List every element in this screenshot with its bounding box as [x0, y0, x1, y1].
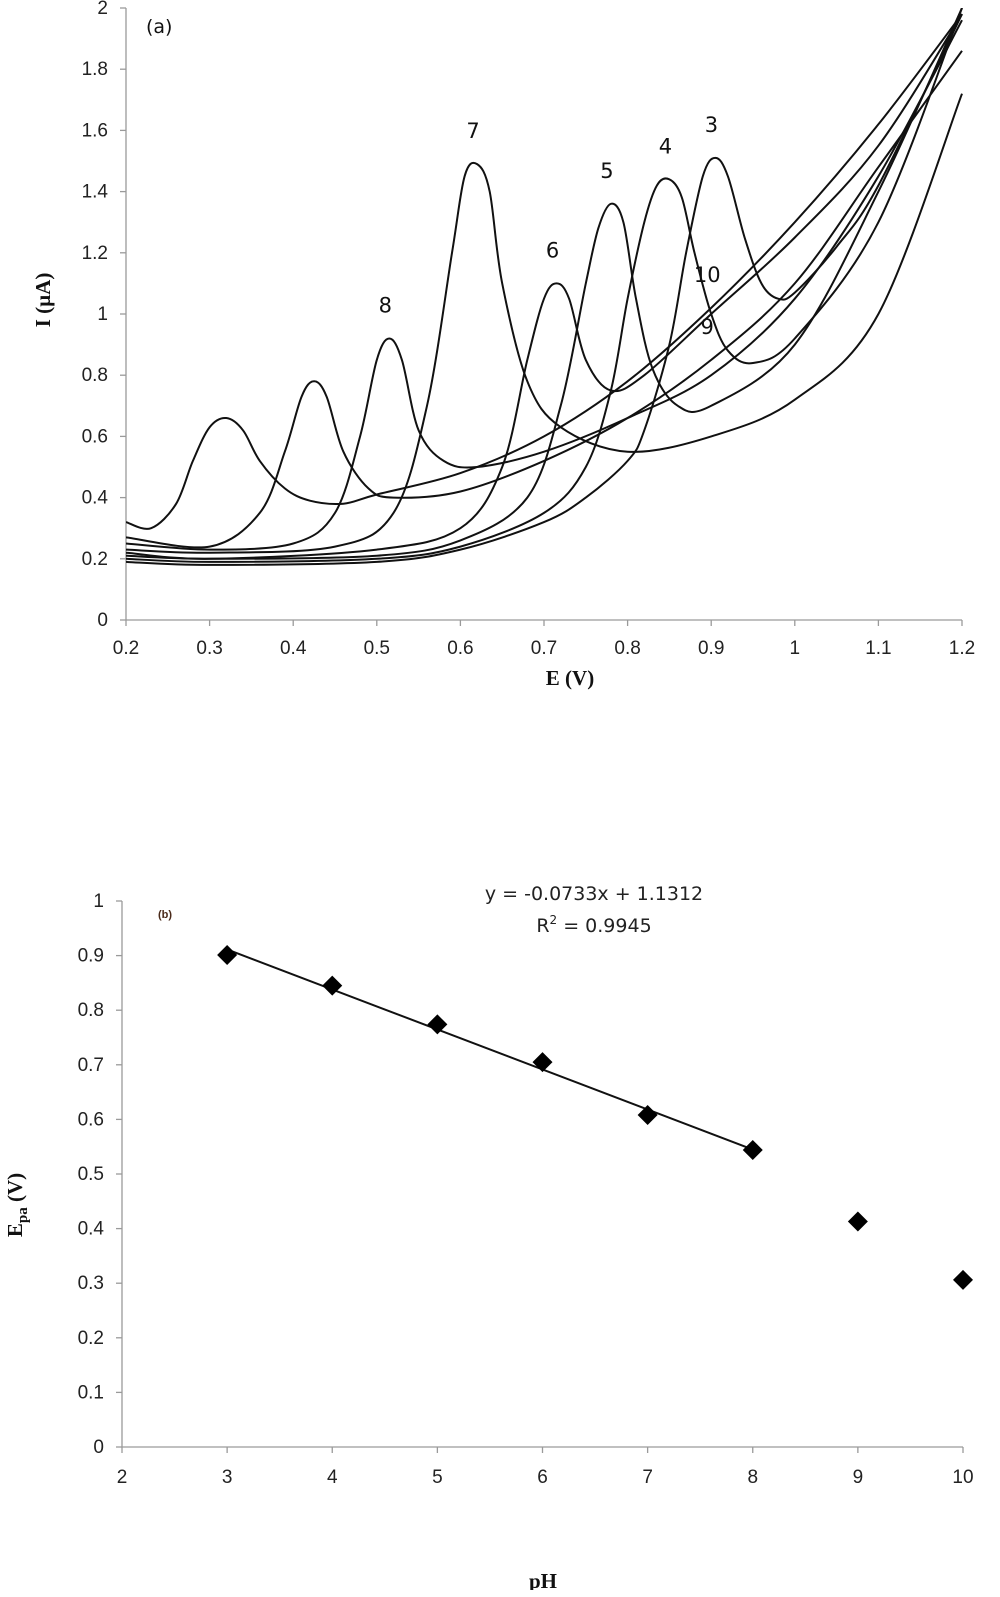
chart-b-point: [427, 1014, 448, 1035]
chart-b-points: [217, 945, 973, 1290]
chart-b-r-squared-prefix: R: [536, 915, 549, 937]
y-tick-label: 0.6: [78, 1109, 104, 1130]
chart-b-point: [637, 1105, 658, 1126]
y-tick-label: 1.4: [82, 182, 109, 203]
y-tick-label: 0.6: [82, 426, 108, 447]
chart-b-trendline: [226, 948, 754, 1151]
chart-b-point: [532, 1052, 553, 1073]
chart-b-y-axis-title-main: E: [3, 1223, 27, 1237]
chart-b-x-axis-title: pH: [529, 1569, 557, 1590]
series-3-curve: [126, 13, 963, 566]
x-tick-label: 10: [952, 1467, 973, 1488]
x-tick-label: 0.4: [280, 638, 307, 659]
x-tick-label: 0.6: [447, 638, 473, 659]
series-10-curve: [126, 13, 963, 530]
y-tick-label: 0.9: [78, 946, 104, 967]
chart-b-y-axis-title: Epa (V): [3, 1173, 31, 1237]
y-tick-label: 0.1: [78, 1382, 104, 1403]
series-10-label: 10: [694, 263, 721, 287]
chart-b-point: [217, 945, 238, 966]
y-tick-label: 1.2: [82, 243, 108, 264]
y-tick-label: 0.3: [78, 1273, 104, 1294]
y-tick-label: 0.2: [78, 1328, 104, 1349]
series-8-curve: [126, 19, 963, 551]
x-tick-label: 6: [537, 1467, 548, 1488]
chart-b-y-axis-title-unit: (V): [3, 1173, 27, 1207]
chart-b-panel-label: (b): [158, 909, 172, 921]
y-tick-label: 0.5: [78, 1164, 104, 1185]
chart-b-r-squared-sup: 2: [550, 913, 558, 927]
y-tick-label: 1.8: [82, 59, 108, 80]
x-tick-label: 3: [222, 1467, 233, 1488]
x-tick-label: 0.3: [196, 638, 222, 659]
x-tick-label: 2: [117, 1467, 128, 1488]
y-tick-label: 0.2: [82, 549, 108, 570]
x-tick-label: 9: [853, 1467, 864, 1488]
x-tick-label: 1: [790, 638, 801, 659]
y-tick-label: 0: [97, 610, 108, 631]
series-9-label: 9: [701, 315, 714, 339]
series-4-label: 4: [659, 134, 672, 158]
series-7-curve: [126, 93, 963, 554]
chart-b-y-axis-title-sub: pa: [15, 1207, 31, 1223]
series-4-curve: [126, 8, 963, 563]
x-tick-label: 8: [747, 1467, 758, 1488]
series-6-label: 6: [546, 238, 559, 262]
x-tick-label: 1.2: [949, 638, 975, 659]
series-3-label: 3: [705, 113, 718, 137]
chart-a-series: [126, 8, 963, 566]
y-tick-label: 1: [97, 304, 108, 325]
chart-b-trend-equation: y = -0.0733x + 1.1312: [485, 883, 703, 905]
x-tick-label: 7: [642, 1467, 653, 1488]
y-tick-label: 1: [93, 891, 104, 912]
chart-a-axes: 0.2 0.3 0.4 0.5 0.6 0.7 0.8 0.9 1 1.1 1.200.20.40.…: [82, 0, 976, 659]
series-5-label: 5: [600, 159, 613, 183]
chart-a-peak-labels: 3 4 5 6 7 8 9 10: [379, 113, 721, 339]
x-tick-label: 0.2: [113, 638, 139, 659]
series-9-curve: [126, 50, 963, 549]
y-tick-label: 1.6: [82, 120, 108, 141]
y-tick-label: 0.8: [78, 1000, 104, 1021]
chart-a-x-axis-title: E (V): [546, 666, 594, 690]
x-tick-label: 0.9: [698, 638, 724, 659]
chart-b-point: [322, 975, 343, 996]
series-6-curve: [126, 13, 963, 560]
x-tick-label: 0.7: [531, 638, 557, 659]
chart-b-axes: 2 3 4 5 6 7 8 9 10 0 0.1 0.2 0.3 0.4 0.5 0.6 0.7 0.8 0.9 1: [78, 891, 974, 1488]
chart-b-r-squared-value: = 0.9945: [557, 915, 651, 937]
x-tick-label: 1.1: [865, 638, 891, 659]
chart-b-point: [742, 1139, 763, 1160]
chart-panel-b: 2 3 4 5 6 7 8 9 1000.10.20.30.40.50.60.70.80.91 …: [3, 883, 974, 1590]
x-tick-label: 5: [432, 1467, 443, 1488]
chart-a-y-axis-title: I (µA): [31, 273, 55, 328]
chart-b-point: [953, 1269, 973, 1290]
x-tick-label: 0.5: [364, 638, 390, 659]
chart-b-trendline-group: [226, 948, 754, 1151]
x-tick-label: 4: [327, 1467, 338, 1488]
chart-a-panel-label: (a): [146, 16, 172, 38]
series-8-label: 8: [379, 293, 392, 317]
y-tick-label: 2: [97, 0, 108, 19]
y-tick-label: 0.7: [78, 1055, 104, 1076]
y-tick-label: 0: [93, 1437, 104, 1458]
y-tick-label: 0.8: [82, 365, 108, 386]
series-7-label: 7: [466, 119, 479, 143]
y-tick-label: 0.4: [82, 488, 109, 509]
chart-panel-a: 0.2 0.3 0.4 0.5 0.6 0.7 0.8 0.9 1 1.1 1.200.20.40.…: [31, 0, 976, 690]
x-tick-label: 0.8: [614, 638, 640, 659]
y-tick-label: 0.4: [78, 1219, 105, 1240]
series-5-curve: [126, 8, 963, 560]
chart-b-r-squared: R2 = 0.9945: [536, 913, 651, 937]
chart-b-point: [847, 1211, 868, 1232]
